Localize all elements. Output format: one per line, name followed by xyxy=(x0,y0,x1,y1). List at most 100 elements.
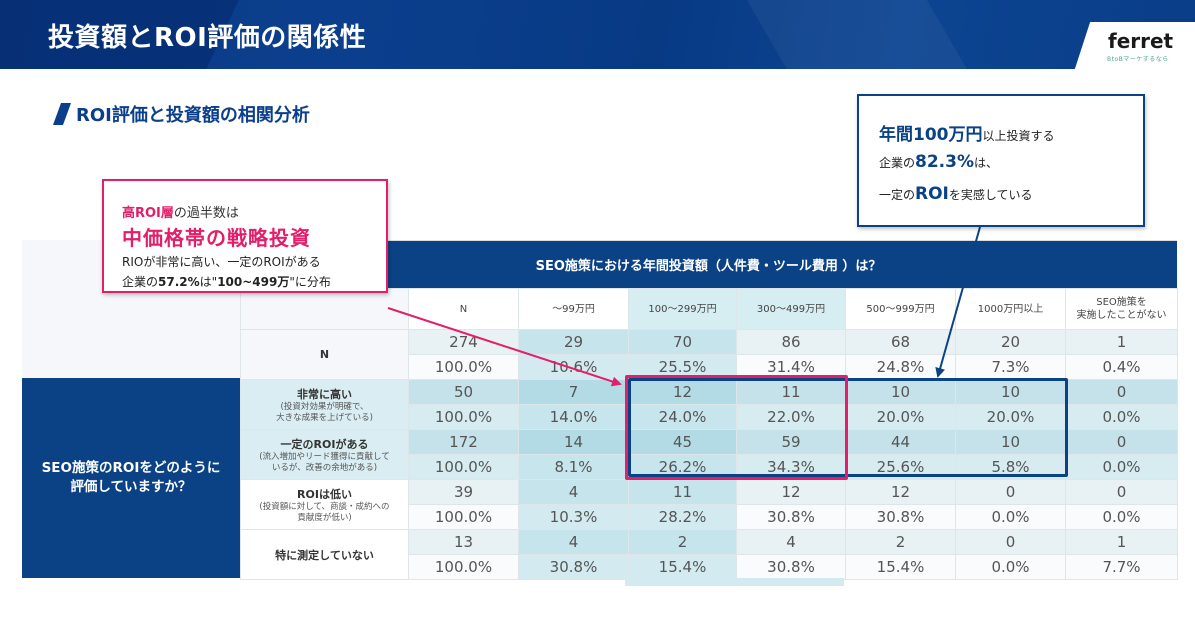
row-label: 非常に高い (投資対効果が明確で、 大きな成果を上げている) xyxy=(240,379,409,430)
row-label-title: 一定のROIがある xyxy=(280,437,369,451)
percent-cell: 8.1% xyxy=(518,454,629,480)
table-row-count: 特に測定していない 13 4 2 4 2 0 1 xyxy=(240,529,1178,580)
count-cell: 12 xyxy=(628,379,737,405)
count-cell: 0 xyxy=(955,479,1066,505)
column-header: 500～999万円 xyxy=(845,288,956,330)
section-title: ROI評価と投資額の相関分析 xyxy=(76,105,310,126)
table-row-percent: 100.0% 10.3% 28.2% 30.8% 30.8% 0.0% 0.0% xyxy=(241,504,1178,530)
percent-cell: 28.2% xyxy=(628,504,737,530)
crosstab-table: N ～99万円 100～299万円 300～499万円 500～999万円 1000万円以… xyxy=(240,288,1178,580)
callout-text: は、 xyxy=(974,156,999,170)
header-decoration xyxy=(741,0,979,69)
count-cell: 86 xyxy=(736,329,846,355)
column-header: SEO施策を 実施したことがない xyxy=(1065,288,1178,330)
blue-highlight-box xyxy=(628,378,1068,477)
callout-text: を実感している xyxy=(948,188,1033,202)
percent-cell: 24.8% xyxy=(845,354,956,380)
count-cell: 45 xyxy=(628,429,737,455)
row-label: N xyxy=(240,329,409,380)
column-header: N xyxy=(408,288,519,330)
count-cell: 11 xyxy=(628,479,737,505)
percent-cell: 7.3% xyxy=(955,354,1066,380)
percent-cell: 0.0% xyxy=(1065,504,1178,530)
count-cell: 10 xyxy=(955,429,1066,455)
percent-cell: 14.0% xyxy=(518,404,629,430)
callout-blue-line3: 一定のROIを実感している xyxy=(879,184,1033,204)
callout-pink-headline: 中価格帯の戦略投資 xyxy=(122,226,311,250)
callout-mid-price-strategy: 高ROI層の過半数は 中価格帯の戦略投資 RIOが非常に高い、一定のROIがある… xyxy=(102,179,388,293)
percent-cell: 10.6% xyxy=(518,354,629,380)
count-cell: 0 xyxy=(1065,379,1178,405)
table-row-count: N 274 29 70 86 68 20 1 xyxy=(240,329,1178,380)
count-cell: 2 xyxy=(628,529,737,555)
callout-text: 企業の xyxy=(879,156,916,170)
callout-emphasis: 82.3% xyxy=(915,152,974,172)
row-label-title: 特に測定していない xyxy=(275,548,374,562)
row-label-title: ROIは低い xyxy=(297,487,352,501)
header-blank-cell xyxy=(240,288,409,330)
percent-cell: 0.0% xyxy=(955,504,1066,530)
callout-percent: 57.2% xyxy=(158,275,200,289)
count-cell: 4 xyxy=(518,479,629,505)
percent-cell: 30.8% xyxy=(845,504,956,530)
percent-cell: 30.8% xyxy=(736,554,846,580)
count-cell: 0 xyxy=(1065,479,1178,505)
percent-cell: 0.0% xyxy=(955,554,1066,580)
percent-cell: 0.4% xyxy=(1065,354,1178,380)
table-row-count: 一定のROIがある (流入増加やリード獲得に貢献して いるが、改善の余地がある) 1… xyxy=(240,429,1178,480)
count-cell: 50 xyxy=(408,379,519,405)
row-label-description: (流入増加やリード獲得に貢献して いるが、改善の余地がある) xyxy=(259,451,390,473)
row-axis-question-text: SEO施策のROIをどのように 評価していますか？ xyxy=(41,460,221,495)
pink-highlight-box xyxy=(625,375,848,480)
count-cell: 29 xyxy=(518,329,629,355)
table-row-percent: 100.0% 14.0% 24.0% 22.0% 20.0% 20.0% 0.0% xyxy=(241,404,1178,430)
row-label-description: (投資対効果が明確で、 大きな成果を上げている) xyxy=(276,401,373,423)
callout-emphasis: 年間100万円 xyxy=(879,125,983,145)
percent-cell: 10.3% xyxy=(518,504,629,530)
percent-cell: 20.0% xyxy=(955,404,1066,430)
callout-emphasis: ROI xyxy=(915,184,949,204)
count-cell: 12 xyxy=(845,479,956,505)
callout-pink-line3: RIOが非常に高い、一定のROIがある xyxy=(122,255,321,269)
ferret-logo: ferret xyxy=(1108,29,1174,53)
callout-blue-line1: 年間100万円以上投資する xyxy=(879,120,1055,145)
table-row-percent: 100.0% 30.8% 15.4% 30.8% 15.4% 0.0% 7.7% xyxy=(241,554,1178,580)
callout-accent: 高ROI層 xyxy=(122,206,174,221)
percent-cell: 24.0% xyxy=(628,404,737,430)
column-header: 1000万円以上 xyxy=(955,288,1066,330)
table-top-border xyxy=(22,240,1177,241)
count-cell: 4 xyxy=(736,529,846,555)
callout-pink-line4: 企業の57.2%は"100~499万"に分布 xyxy=(122,273,331,290)
percent-cell: 22.0% xyxy=(736,404,846,430)
section-slash-icon xyxy=(52,103,72,125)
percent-cell: 100.0% xyxy=(408,504,519,530)
column-header: 300～499万円 xyxy=(736,288,846,330)
row-axis-question: SEO施策のROIをどのように 評価していますか？ xyxy=(22,378,240,578)
callout-text: "に分布 xyxy=(289,275,331,289)
percent-cell: 100.0% xyxy=(408,354,519,380)
column-axis-question-text: SEO施策における年間投資額（人件費・ツール費用 ）は？ xyxy=(535,259,882,274)
row-label-title: 非常に高い xyxy=(297,387,352,401)
count-cell: 1 xyxy=(1065,329,1178,355)
count-cell: 13 xyxy=(408,529,519,555)
count-cell: 4 xyxy=(518,529,629,555)
callout-range: 100~499万 xyxy=(217,275,290,289)
percent-cell: 100.0% xyxy=(408,554,519,580)
percent-cell: 15.4% xyxy=(628,554,737,580)
percent-cell: 30.8% xyxy=(736,504,846,530)
count-cell: 172 xyxy=(408,429,519,455)
count-cell: 20 xyxy=(955,329,1066,355)
count-cell: 10 xyxy=(955,379,1066,405)
count-cell: 39 xyxy=(408,479,519,505)
row-label-title: N xyxy=(319,348,330,361)
column-header-row: N ～99万円 100～299万円 300～499万円 500～999万円 1000万円以… xyxy=(240,288,1178,330)
percent-cell: 15.4% xyxy=(845,554,956,580)
row-label: 一定のROIがある (流入増加やリード獲得に貢献して いるが、改善の余地がある) xyxy=(240,429,409,480)
count-cell: 0 xyxy=(955,529,1066,555)
column-axis-question: SEO施策における年間投資額（人件費・ツール費用 ）は？ xyxy=(240,241,1177,288)
count-cell: 7 xyxy=(518,379,629,405)
count-cell: 14 xyxy=(518,429,629,455)
count-cell: 12 xyxy=(736,479,846,505)
page-title: 投資額とROI評価の関係性 xyxy=(48,23,367,53)
callout-text: 一定の xyxy=(879,188,916,202)
